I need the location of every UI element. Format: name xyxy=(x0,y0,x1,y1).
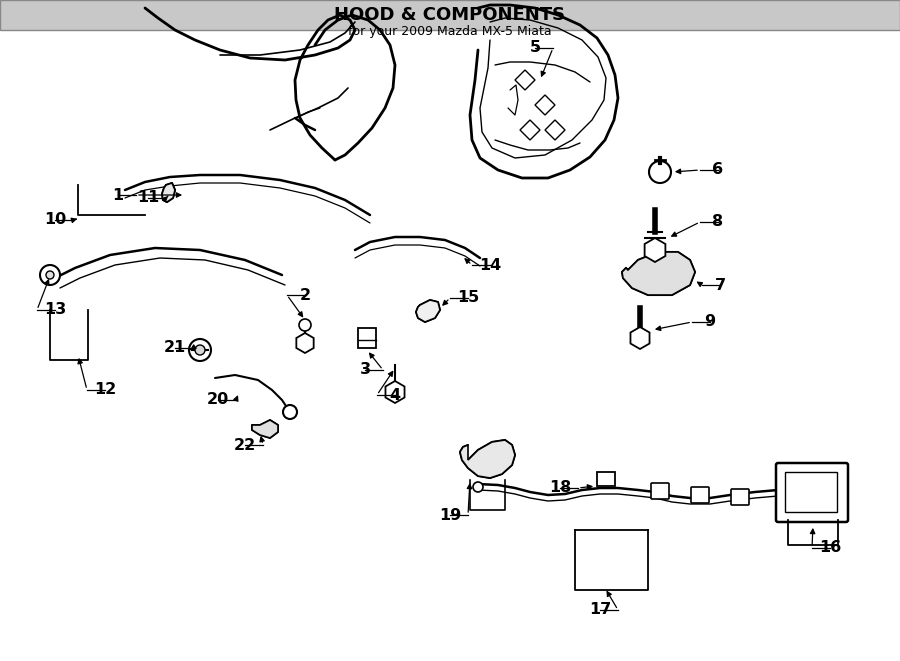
Text: 5: 5 xyxy=(529,40,541,56)
Text: 19: 19 xyxy=(439,508,461,522)
Text: for your 2009 Mazda MX-5 Miata: for your 2009 Mazda MX-5 Miata xyxy=(348,26,552,38)
Text: 1: 1 xyxy=(112,188,123,202)
Circle shape xyxy=(46,271,54,279)
Text: HOOD & COMPONENTS: HOOD & COMPONENTS xyxy=(335,6,565,24)
Circle shape xyxy=(649,161,671,183)
Polygon shape xyxy=(416,300,440,322)
Polygon shape xyxy=(162,183,175,202)
Text: 15: 15 xyxy=(457,290,479,305)
Polygon shape xyxy=(515,70,535,90)
Text: 13: 13 xyxy=(44,303,66,317)
Text: 17: 17 xyxy=(589,602,611,617)
Text: 6: 6 xyxy=(713,163,724,178)
Text: 14: 14 xyxy=(479,258,501,272)
Polygon shape xyxy=(460,440,515,478)
Circle shape xyxy=(40,265,60,285)
Text: 22: 22 xyxy=(234,438,256,453)
Text: 7: 7 xyxy=(715,278,725,293)
Circle shape xyxy=(195,345,205,355)
Bar xyxy=(597,472,615,486)
Polygon shape xyxy=(545,120,565,140)
Text: 4: 4 xyxy=(390,387,400,403)
FancyBboxPatch shape xyxy=(691,487,709,503)
Circle shape xyxy=(473,482,483,492)
Text: 8: 8 xyxy=(713,215,724,229)
Polygon shape xyxy=(622,252,695,295)
Text: 20: 20 xyxy=(207,393,230,407)
Text: 18: 18 xyxy=(549,481,572,496)
Circle shape xyxy=(189,339,211,361)
Text: 21: 21 xyxy=(164,340,186,356)
Text: 9: 9 xyxy=(705,315,716,329)
Text: 2: 2 xyxy=(300,288,310,303)
Circle shape xyxy=(283,405,297,419)
Text: 10: 10 xyxy=(44,212,66,227)
Text: 3: 3 xyxy=(359,362,371,377)
Text: 11: 11 xyxy=(137,190,159,206)
Circle shape xyxy=(299,319,311,331)
Polygon shape xyxy=(535,95,555,115)
FancyBboxPatch shape xyxy=(731,489,749,505)
Polygon shape xyxy=(252,420,278,438)
Bar xyxy=(0,0,900,30)
Polygon shape xyxy=(520,120,540,140)
Text: 16: 16 xyxy=(819,541,842,555)
FancyBboxPatch shape xyxy=(651,483,669,499)
Bar xyxy=(785,472,837,512)
FancyBboxPatch shape xyxy=(776,463,848,522)
Bar xyxy=(358,328,376,348)
Text: 12: 12 xyxy=(94,383,116,397)
